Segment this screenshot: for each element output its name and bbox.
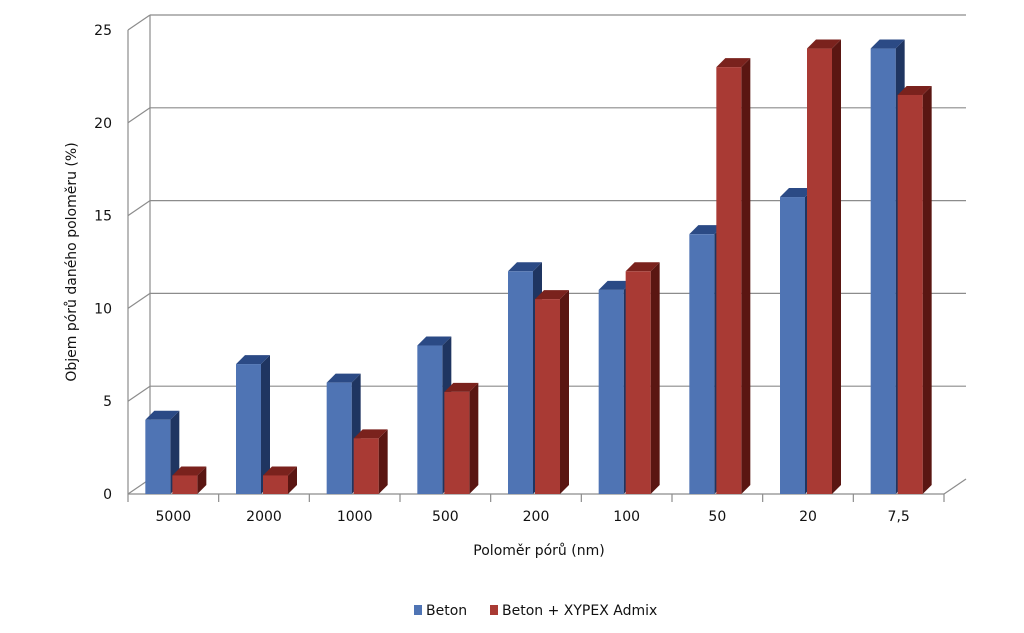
bar-front [444, 391, 470, 494]
y-axis-title: Objem pórů daného poloměru (%) [64, 142, 80, 381]
bar-top [444, 382, 479, 392]
x-tick-label: 20 [799, 509, 817, 525]
bar-side [741, 58, 751, 495]
legend-label-beton-xypex: Beton + XYPEX Admix [502, 603, 657, 619]
bar-top [236, 355, 270, 365]
bar-front [508, 271, 533, 494]
bar-beton-xypex [263, 466, 297, 494]
bar-beton-xypex [625, 262, 660, 494]
bar-beton-xypex [172, 466, 207, 494]
bar-front [145, 419, 171, 494]
gridline-depth [127, 200, 151, 217]
y-tick-label: 15 [94, 209, 112, 225]
bar-beton-xypex [716, 58, 751, 495]
bar-front [598, 289, 624, 494]
legend-swatch-beton-xypex [490, 605, 498, 615]
bar-side [261, 355, 270, 494]
x-tick-label: 200 [523, 509, 550, 525]
axis-layer: 0 5 10 15 20 25 5000 2000 1000 500 200 100 50 20 7,5 [94, 23, 945, 525]
gridline-depth [127, 292, 151, 309]
bar-front [870, 48, 896, 495]
legend: Beton Beton + XYPEX Admix [414, 603, 657, 619]
x-tick-label: 100 [613, 509, 640, 525]
bar-top [625, 262, 660, 272]
bar-side [832, 39, 841, 495]
bar-side [197, 466, 207, 494]
bar-front [716, 67, 742, 495]
x-tick-label: 7,5 [888, 509, 910, 525]
bar-top [353, 429, 388, 439]
bar-side [650, 262, 660, 494]
bar-beton-xypex [444, 382, 479, 494]
bar-side [922, 85, 932, 495]
bar-top [508, 262, 542, 272]
bar-front [263, 475, 288, 494]
bar-front [897, 94, 923, 495]
y-tick-label: 20 [94, 116, 112, 132]
bar-front [689, 234, 715, 494]
gridline-depth [127, 107, 151, 124]
gridline-depth [127, 14, 151, 31]
bar-top [897, 85, 932, 95]
bar-front [625, 271, 651, 494]
bar-front [236, 364, 261, 494]
bar-top [780, 188, 814, 198]
x-tick-label: 1000 [337, 509, 373, 525]
bar-beton-xypex [535, 290, 569, 494]
bar-front [535, 299, 560, 494]
x-tick-label: 500 [432, 509, 459, 525]
x-tick-label: 5000 [156, 509, 192, 525]
legend-swatch-beton [414, 605, 422, 615]
bar-side [288, 466, 297, 494]
bar-front [417, 345, 443, 494]
y-tick-label: 0 [103, 487, 112, 503]
bar-top [263, 466, 297, 476]
bar-side [560, 290, 569, 494]
bar-beton-xypex [353, 429, 388, 494]
bars-layer [145, 39, 932, 495]
bar-top [172, 466, 207, 476]
bar-beton-xypex [807, 39, 841, 495]
bar-front [353, 438, 379, 494]
y-tick-label: 5 [103, 394, 112, 410]
floor-edge [943, 478, 967, 495]
bar-top [807, 39, 841, 49]
bar-side [378, 429, 388, 494]
bar-top [326, 373, 361, 383]
bar-top [417, 336, 452, 346]
y-tick-label: 25 [94, 23, 112, 39]
bar-front [172, 475, 198, 494]
bar-top [689, 225, 724, 235]
bar-front [326, 382, 352, 494]
bar-top [598, 280, 633, 290]
x-tick-label: 2000 [246, 509, 282, 525]
bar-top [716, 58, 751, 68]
bar-beton-xypex [897, 85, 932, 495]
x-tick-label: 50 [708, 509, 726, 525]
bar-top [535, 290, 569, 300]
bar-side [469, 382, 479, 494]
legend-label-beton: Beton [426, 603, 467, 619]
bar-beton [236, 355, 270, 494]
gridline-depth [127, 385, 151, 402]
bar-front [807, 48, 832, 495]
bar-top [145, 410, 180, 420]
y-tick-label: 10 [94, 301, 112, 317]
bar-front [780, 197, 805, 495]
x-axis-title: Poloměr pórů (nm) [473, 543, 604, 559]
bar-top [870, 39, 905, 49]
